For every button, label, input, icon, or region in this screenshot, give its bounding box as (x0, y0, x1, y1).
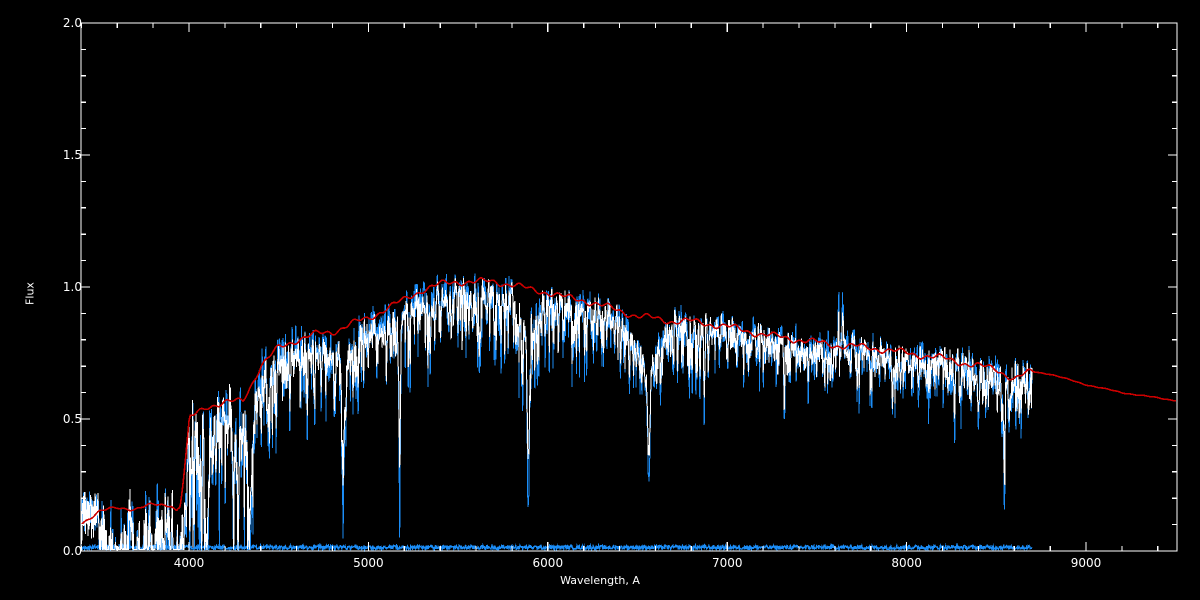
x-axis-label: Wavelength, A (560, 574, 640, 587)
x-tick-label: 8000 (891, 556, 922, 570)
y-axis-label: Flux (23, 282, 37, 305)
continuum-fit-path (80, 277, 1176, 526)
x-tick-label: 6000 (532, 556, 564, 570)
observed-spectrum-path (80, 278, 1033, 551)
x-tick-label: 9000 (1070, 556, 1102, 570)
axes-frame (80, 22, 1178, 552)
y-tick-label: 1.5 (62, 148, 82, 162)
x-tick-label: 7000 (711, 556, 743, 570)
y-tick-label: 0.5 (62, 412, 82, 426)
y-tick-label: 1.0 (62, 280, 82, 294)
error-spectrum-path (80, 542, 1033, 553)
y-tick-label: 2.0 (62, 16, 82, 30)
x-tick-label: 4000 (173, 556, 205, 570)
x-tick-label: 5000 (353, 556, 384, 570)
y-tick-label: 0.0 (62, 544, 82, 558)
